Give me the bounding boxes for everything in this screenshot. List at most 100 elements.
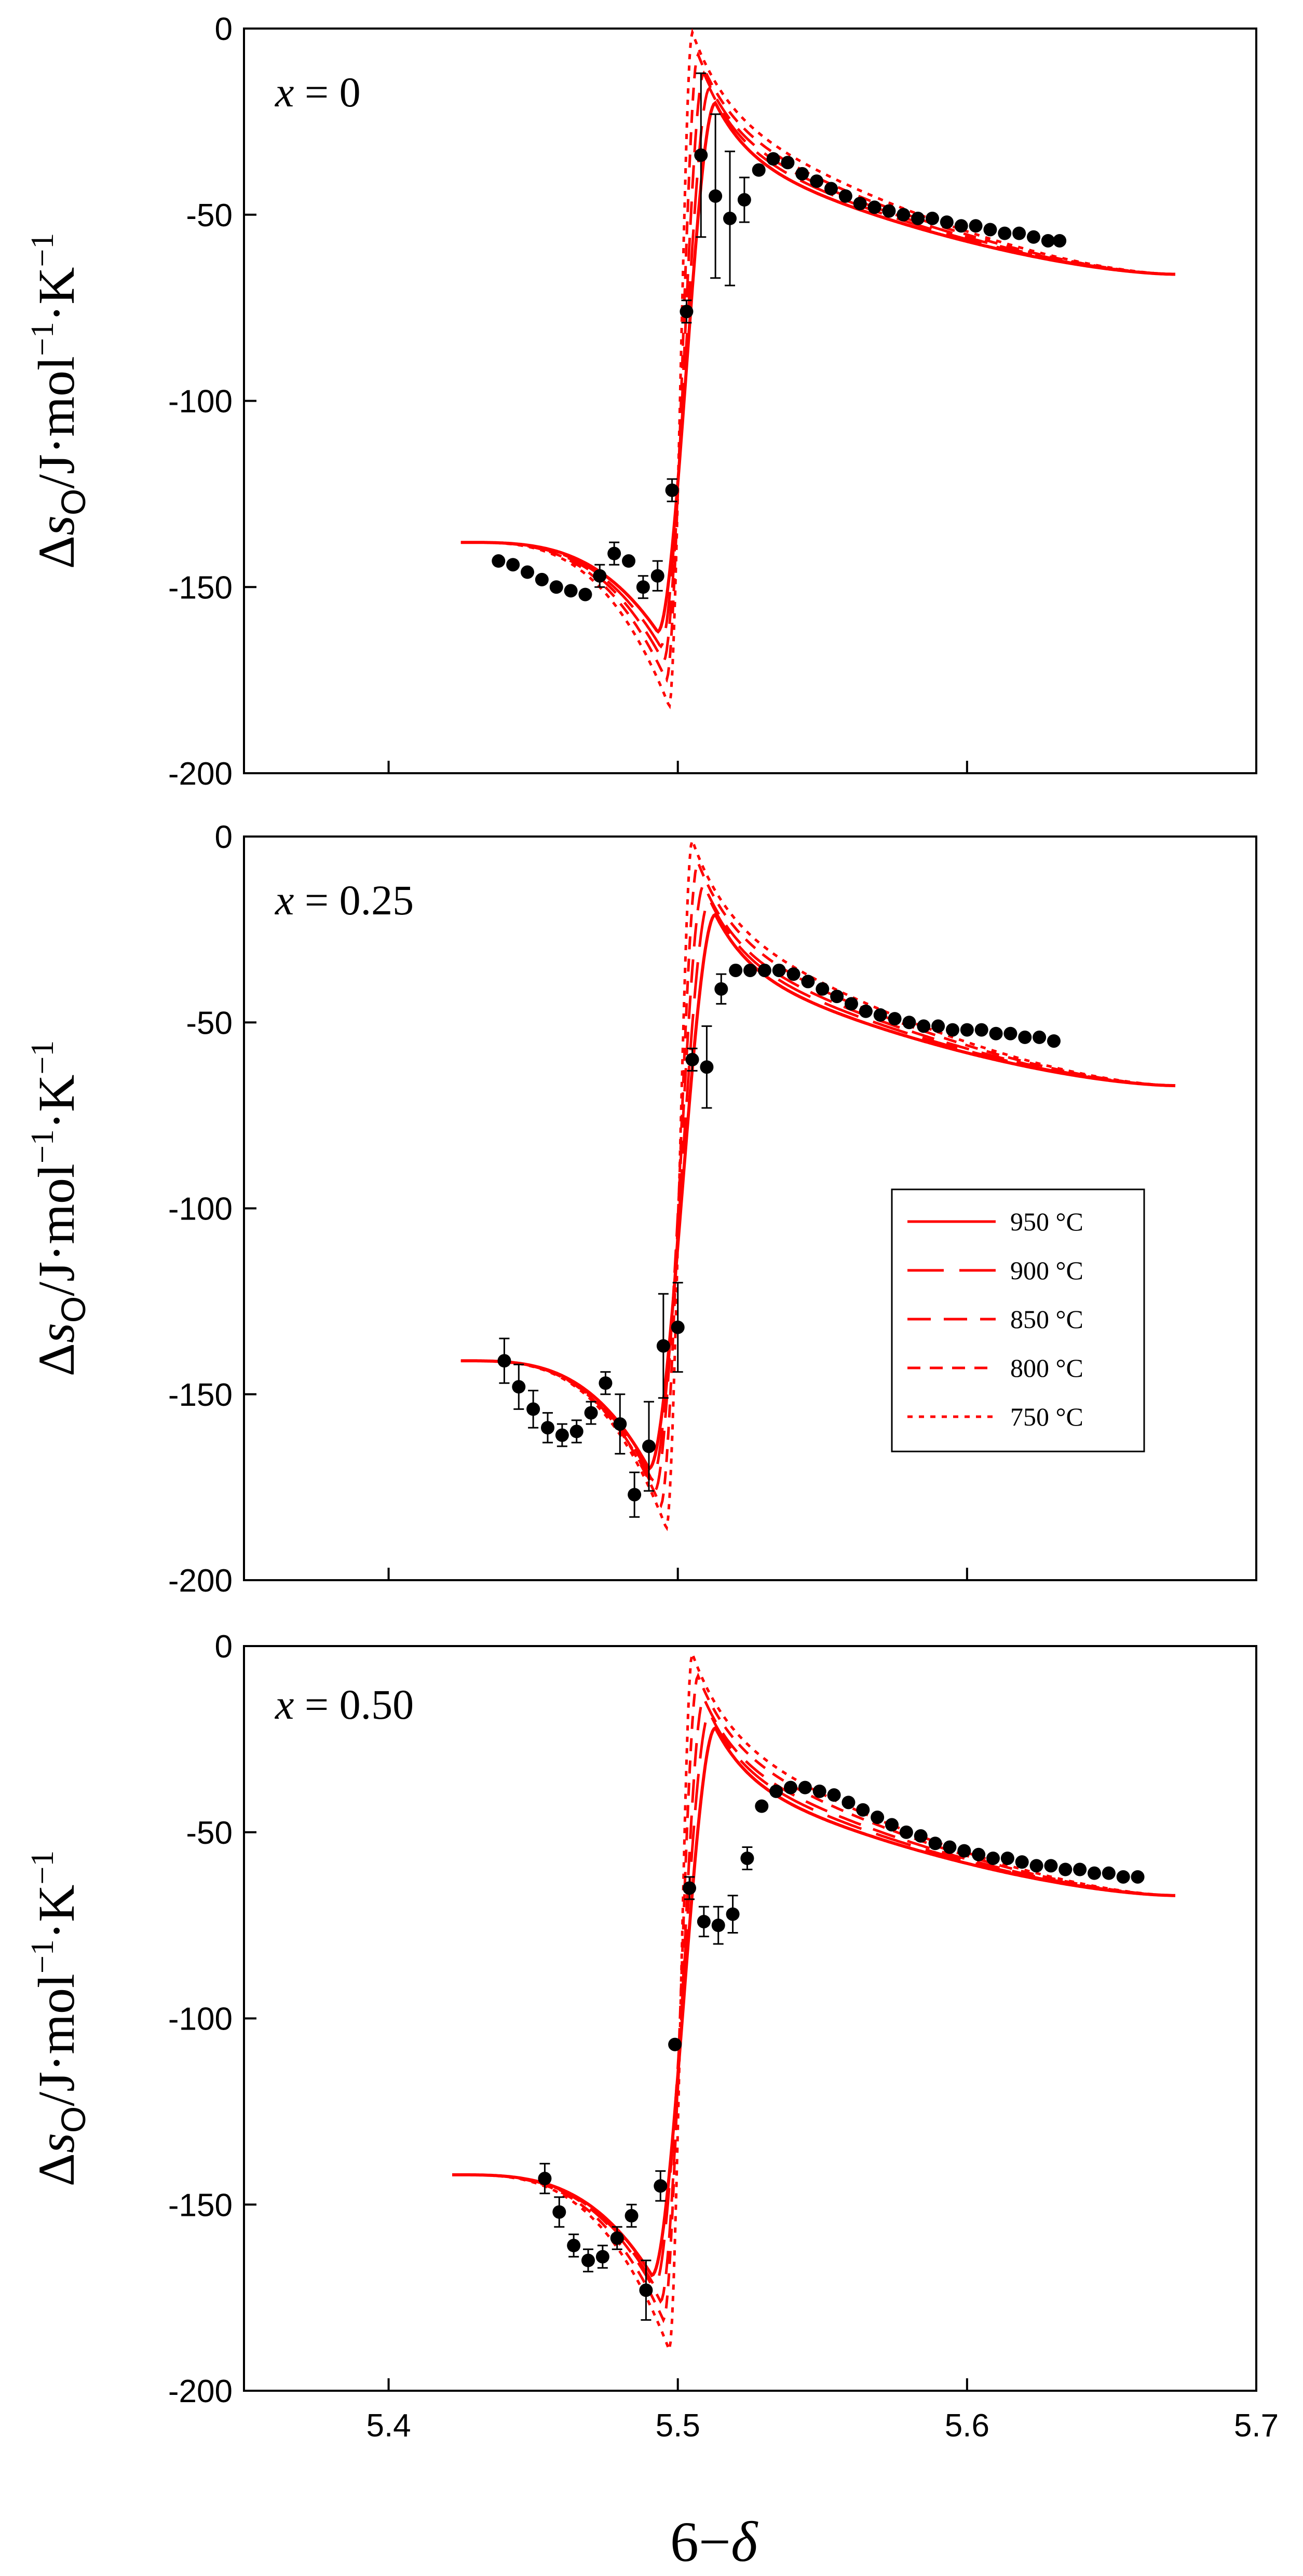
- model-curve-800C: [460, 859, 1176, 1509]
- data-point: [628, 1488, 642, 1502]
- data-point: [781, 156, 795, 170]
- data-point: [853, 197, 867, 211]
- y-tick-label: -200: [168, 756, 233, 792]
- data-point: [902, 1016, 916, 1030]
- data-point: [757, 963, 771, 977]
- data-point: [795, 167, 809, 181]
- data-point: [766, 152, 780, 166]
- data-point: [552, 2205, 566, 2219]
- data-point: [986, 1851, 1000, 1865]
- data-point: [538, 2172, 552, 2186]
- data-point: [798, 1780, 812, 1794]
- data-point: [769, 1784, 783, 1798]
- data-point: [613, 1417, 627, 1431]
- y-tick-label: -50: [186, 198, 233, 234]
- data-point: [671, 1320, 685, 1334]
- data-point: [931, 1019, 945, 1033]
- data-point: [639, 2283, 653, 2297]
- data-point: [555, 1428, 569, 1442]
- data-point: [607, 546, 621, 560]
- data-point: [969, 219, 983, 233]
- y-tick-label: -150: [168, 570, 233, 606]
- chart-panels: 0 -50 -100 -150 -200 ΔsO/J·mol−1·K−1 x = 0 0 -50…: [25, 11, 1279, 2444]
- data-point: [700, 1060, 714, 1074]
- data-point: [1041, 234, 1055, 248]
- data-point: [755, 1799, 769, 1813]
- panel-1: 0 -50 -100 -150 -200 ΔsO/J·mol−1·K−1 x = 0: [25, 11, 1257, 792]
- legend-label: 900 °C: [1010, 1256, 1083, 1285]
- data-point: [882, 204, 896, 218]
- data-point: [1027, 230, 1040, 244]
- data-point: [917, 1019, 931, 1033]
- data-point: [830, 990, 844, 1004]
- legend-label: 750 °C: [1010, 1402, 1083, 1431]
- data-point: [535, 572, 549, 586]
- panel-annotation: x = 0: [275, 68, 361, 116]
- data-point: [549, 580, 563, 594]
- data-point: [683, 1881, 696, 1895]
- panel-annotation: x = 0.25: [275, 876, 414, 924]
- data-point: [885, 1818, 899, 1832]
- data-point: [723, 211, 737, 225]
- data-point: [697, 1914, 711, 1928]
- y-tick-label: -100: [168, 2002, 233, 2037]
- data-point: [960, 1023, 974, 1037]
- data-point: [772, 963, 786, 977]
- data-point: [871, 1811, 885, 1825]
- panel-annotation: x = 0.50: [275, 1681, 414, 1728]
- data-point: [654, 2179, 668, 2193]
- data-point: [946, 1023, 959, 1037]
- data-point: [584, 1406, 598, 1420]
- data-point: [1033, 1030, 1047, 1044]
- data-point: [1015, 1855, 1029, 1869]
- data-point: [911, 211, 925, 225]
- legend: 950 °C 900 °C 850 °C 800 °C 750 °C: [891, 1188, 1145, 1453]
- data-point: [801, 975, 815, 989]
- data-point: [899, 1825, 913, 1839]
- data-point: [625, 2209, 639, 2223]
- y-tick-label: -100: [168, 1191, 233, 1227]
- data-point: [1116, 1870, 1130, 1884]
- data-point: [1131, 1870, 1145, 1884]
- model-curve-750C: [452, 1648, 1175, 2355]
- y-tick-label: -150: [168, 1377, 233, 1413]
- data-point: [914, 1829, 928, 1843]
- data-point: [650, 569, 664, 583]
- data-point: [897, 208, 911, 222]
- data-point: [1058, 1862, 1073, 1876]
- data-point: [940, 215, 954, 229]
- data-point: [974, 1023, 988, 1037]
- data-point: [642, 1440, 656, 1454]
- legend-label: 850 °C: [1010, 1305, 1083, 1334]
- data-point: [567, 2239, 581, 2253]
- x-tick-label: 5.5: [656, 2408, 700, 2444]
- data-point: [521, 565, 534, 579]
- data-point: [506, 558, 520, 572]
- model-curve-750C: [460, 29, 1175, 709]
- y-tick-label: -150: [168, 2187, 233, 2223]
- data-point: [1088, 1866, 1101, 1880]
- panel-2: 0 -50 -100 -150 -200 ΔsO/J·mol−1·K−1 x = 0.25: [25, 819, 1257, 1599]
- data-point: [622, 554, 635, 568]
- data-point: [867, 200, 881, 214]
- y-tick-label: -100: [168, 384, 233, 420]
- legend-label: 950 °C: [1010, 1207, 1083, 1236]
- model-curve-800C: [452, 1673, 1175, 2323]
- data-point: [665, 483, 679, 497]
- y-tick-label: 0: [215, 11, 233, 47]
- data-point: [1044, 1859, 1058, 1873]
- data-point: [1000, 1851, 1014, 1865]
- data-point: [564, 584, 578, 598]
- x-tick-label: 5.7: [1234, 2408, 1279, 2444]
- data-point: [569, 1424, 583, 1438]
- data-point: [581, 2253, 595, 2267]
- data-point: [926, 211, 939, 225]
- data-point: [595, 2250, 609, 2264]
- data-point: [512, 1380, 526, 1394]
- y-tick-label: -200: [168, 2374, 233, 2409]
- data-point: [680, 305, 694, 319]
- data-point: [578, 587, 592, 601]
- legend-box: [891, 1188, 1145, 1453]
- data-point: [845, 997, 858, 1011]
